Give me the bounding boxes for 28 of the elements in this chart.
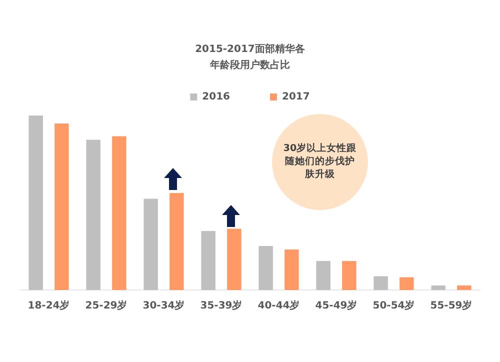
bar [86, 140, 100, 290]
x-tick-label: 45-49岁 [315, 300, 358, 312]
bar [342, 261, 356, 290]
bar [170, 192, 184, 290]
bar [112, 136, 126, 290]
x-tick-label: 40-44岁 [258, 300, 300, 312]
bar [144, 198, 158, 290]
bar [457, 285, 472, 290]
x-tick-label: 25-29岁 [85, 300, 128, 312]
bar [201, 231, 216, 290]
x-tick-label: 30-34岁 [142, 300, 185, 312]
bar [431, 285, 446, 290]
bar [284, 250, 299, 290]
x-tick-label: 18-24岁 [28, 300, 70, 312]
bar [54, 124, 69, 290]
chart-title: 2015-2017面部精华各年龄段用户数占比 [195, 42, 305, 73]
x-tick-label: 55-59岁 [430, 300, 472, 312]
bar [227, 228, 242, 290]
legend-label: 2017 [282, 92, 310, 103]
bar [258, 246, 273, 290]
x-tick-label: 50-54岁 [372, 300, 415, 312]
bar [316, 261, 330, 290]
bar [400, 277, 414, 290]
bar [374, 276, 388, 290]
x-tick-label: 35-39岁 [200, 300, 242, 312]
bar [28, 115, 43, 290]
annotation: 30岁以上女性跟随她们的步伐护肤升级 [282, 142, 358, 181]
legend-label: 2016 [202, 92, 230, 103]
